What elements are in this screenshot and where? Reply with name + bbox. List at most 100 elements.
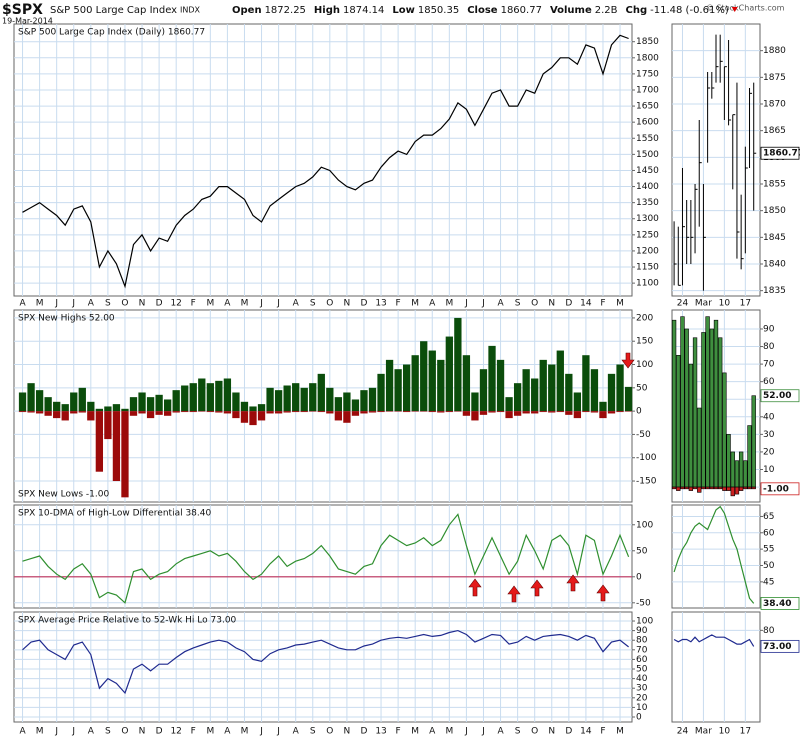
bar xyxy=(437,359,445,412)
bar xyxy=(292,383,300,412)
bar xyxy=(385,359,394,412)
y-tick-label: 1880 xyxy=(763,46,786,56)
y-tick-label: 1850 xyxy=(763,206,786,216)
bar xyxy=(172,390,180,412)
y-tick-label: 20 xyxy=(763,447,775,457)
bar xyxy=(61,411,69,421)
y-tick-label: 45 xyxy=(763,577,774,587)
y-tick-label: 60 xyxy=(763,528,775,538)
bar xyxy=(232,411,240,419)
bar xyxy=(573,392,582,412)
bar xyxy=(61,404,69,412)
bar xyxy=(730,451,735,488)
y-tick-label: 200 xyxy=(636,313,653,323)
quote-value: 1872.25 xyxy=(265,5,306,16)
bar xyxy=(146,397,155,412)
last-value-box xyxy=(760,597,800,610)
x-tick-label: J xyxy=(259,727,263,737)
arrow-up xyxy=(566,574,580,592)
last-value-box xyxy=(760,146,800,160)
last-value-box xyxy=(760,639,800,653)
bar xyxy=(163,399,172,412)
bar xyxy=(582,411,590,413)
bar xyxy=(713,486,719,490)
arrow-down xyxy=(621,352,635,369)
x-tick-label: O xyxy=(531,299,538,309)
bar xyxy=(599,411,607,419)
quote-value: 1874.14 xyxy=(343,5,384,16)
bar xyxy=(189,411,197,413)
x-tick-label: F xyxy=(600,727,605,737)
y-tick-label: 0 xyxy=(636,713,642,723)
y-tick-label: 100 xyxy=(636,360,653,370)
bar xyxy=(565,411,573,415)
bar xyxy=(326,387,334,412)
bar xyxy=(112,411,121,482)
bar xyxy=(360,411,368,414)
bar xyxy=(701,486,706,490)
bar xyxy=(70,411,78,414)
bar xyxy=(394,369,402,412)
y-tick-label: 1450 xyxy=(636,166,659,176)
bar xyxy=(35,390,44,412)
series-line xyxy=(673,634,755,647)
last-value-label: 73.00 xyxy=(763,642,791,652)
bar xyxy=(454,411,462,412)
y-tick-label: 1750 xyxy=(636,69,659,79)
x-tick-label: S xyxy=(105,299,111,309)
x-tick-label: N xyxy=(548,299,555,309)
bar xyxy=(428,350,436,412)
bar xyxy=(590,369,599,412)
y-tick-label: 30 xyxy=(763,430,775,440)
y-tick-label: 40 xyxy=(636,674,648,684)
quote-value: 1850.35 xyxy=(418,5,459,16)
bar xyxy=(368,411,377,413)
bar xyxy=(104,411,112,440)
x-tick-label: D xyxy=(156,727,163,737)
bar xyxy=(522,369,530,412)
y-tick-label: 1550 xyxy=(636,134,659,144)
x-tick-label: N xyxy=(344,727,351,737)
bar xyxy=(360,390,368,412)
bar xyxy=(283,411,291,413)
quote-label: Low xyxy=(392,5,414,16)
bar xyxy=(198,378,206,412)
bar xyxy=(112,404,121,412)
bar xyxy=(513,411,522,416)
y-tick-label: 1700 xyxy=(636,85,659,95)
bar xyxy=(223,411,232,414)
x-tick-label: A xyxy=(497,727,504,737)
x-tick-label: M xyxy=(36,299,44,309)
bar xyxy=(747,486,752,490)
x-tick-label: J xyxy=(71,727,75,737)
y-tick-label: 1845 xyxy=(763,233,786,243)
bar xyxy=(479,411,488,415)
x-tick-label: F xyxy=(191,299,196,309)
symbol: $SPX xyxy=(2,2,43,18)
x-tick-label: M xyxy=(206,727,214,737)
x-tick-label: M xyxy=(206,299,214,309)
last-value-box xyxy=(760,482,800,496)
bar xyxy=(548,364,556,412)
mark-layer xyxy=(14,34,757,695)
bar xyxy=(726,486,731,491)
y-tick-label: 50 xyxy=(636,546,648,556)
x-tick-label: D xyxy=(361,727,368,737)
bar xyxy=(138,411,146,414)
bar xyxy=(471,411,479,421)
quote-label: High xyxy=(314,5,340,16)
bar xyxy=(351,411,360,416)
bar xyxy=(87,411,95,421)
bar xyxy=(734,460,740,488)
bar xyxy=(743,460,748,488)
y-tick-label: 90 xyxy=(636,626,648,636)
x-tick-label: M xyxy=(241,299,249,309)
y-tick-label: 1250 xyxy=(636,230,659,240)
bar xyxy=(488,411,496,413)
y-tick-label: 80 xyxy=(636,636,648,646)
y-tick-label: 50 xyxy=(763,561,775,571)
bar xyxy=(403,364,411,412)
bar xyxy=(27,383,35,412)
bar xyxy=(334,411,343,421)
bar xyxy=(53,401,61,412)
